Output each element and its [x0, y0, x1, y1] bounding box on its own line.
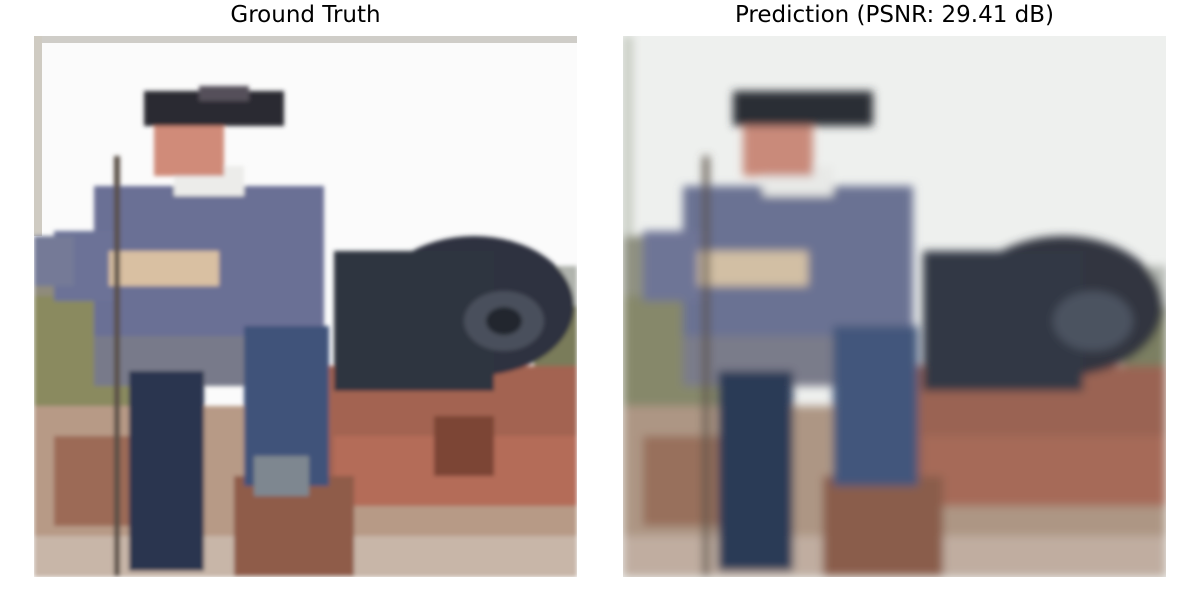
prediction-panel: Prediction (PSNR: 29.41 dB) [623, 0, 1166, 600]
prediction-title: Prediction (PSNR: 29.41 dB) [734, 2, 1055, 28]
ground-truth-panel: Ground Truth [34, 0, 577, 600]
prediction-photo [623, 36, 1166, 577]
ground-truth-image [34, 36, 577, 577]
prediction-image [623, 36, 1166, 577]
ground-truth-photo [34, 36, 577, 577]
ground-truth-title: Ground Truth [230, 2, 381, 28]
